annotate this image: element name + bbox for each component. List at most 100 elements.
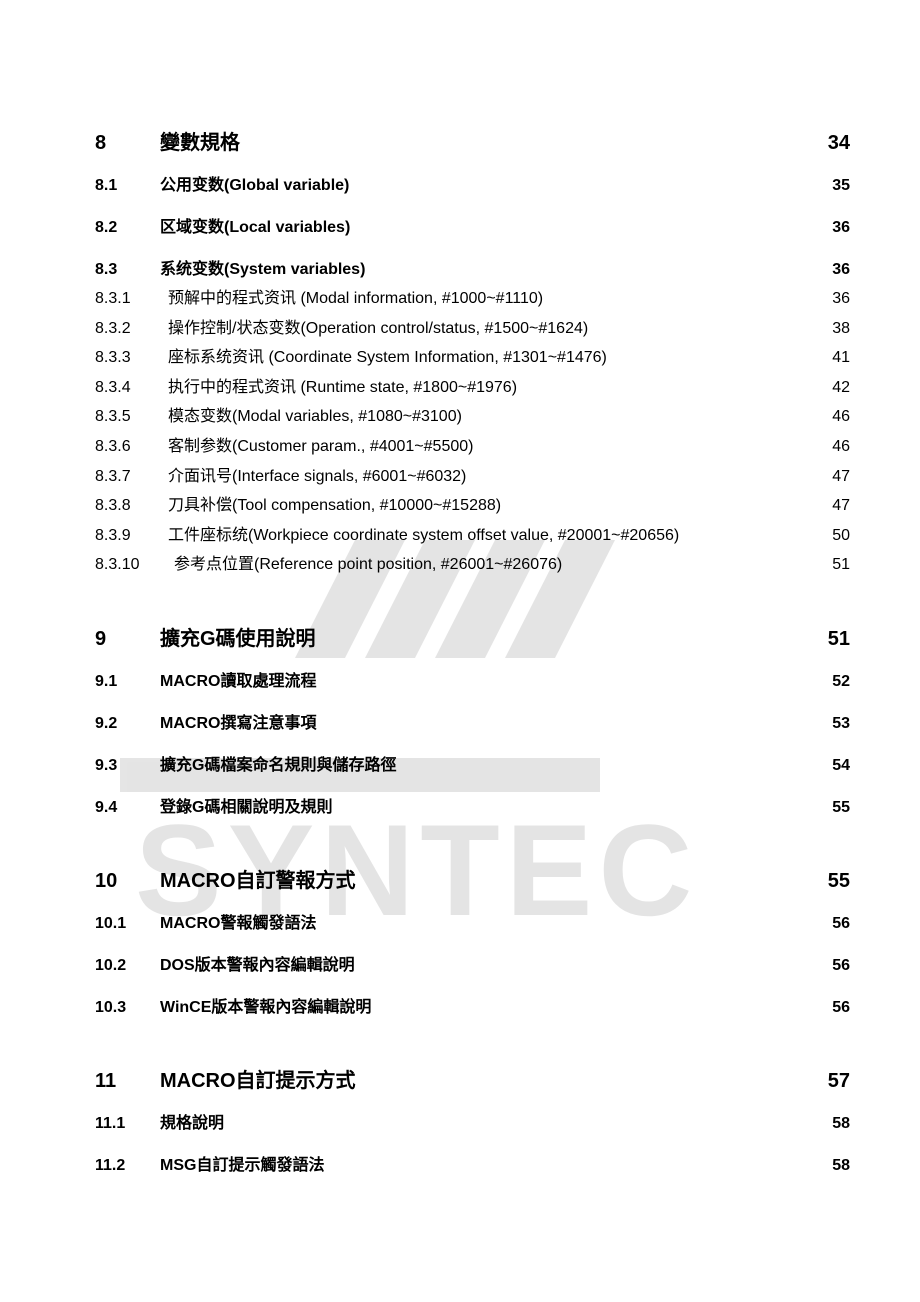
toc-entry[interactable]: 8.2区域变数(Local variables)36	[95, 216, 850, 240]
toc-entry-title: 介面讯号(Interface signals, #6001~#6032)	[160, 464, 805, 490]
toc-entry[interactable]: 9擴充G碼使用說明51	[95, 626, 850, 652]
toc-entry-title: 刀具补偿(Tool compensation, #10000~#15288)	[160, 493, 805, 519]
toc-entry-page: 42	[805, 375, 850, 401]
toc-entry-title: 预解中的程式资讯 (Modal information, #1000~#1110…	[160, 286, 805, 312]
toc-entry-title: 規格說明	[160, 1112, 805, 1136]
toc-entry-title: 操作控制/状态变数(Operation control/status, #150…	[160, 316, 805, 342]
toc-entry[interactable]: 8.3.8刀具补偿(Tool compensation, #10000~#152…	[95, 493, 850, 519]
toc-entry-page: 56	[805, 996, 850, 1020]
toc-entry-page: 47	[805, 464, 850, 490]
toc-entry-number: 11.2	[95, 1154, 160, 1178]
toc-entry-number: 8.3.5	[95, 404, 160, 430]
toc-entry[interactable]: 8.1公用变数(Global variable)35	[95, 174, 850, 198]
toc-entry[interactable]: 8.3.10参考点位置(Reference point position, #2…	[95, 552, 850, 578]
toc-entry-title: MACRO自訂提示方式	[160, 1068, 805, 1094]
toc-entry-page: 36	[805, 286, 850, 312]
toc-entry-number: 11	[95, 1068, 160, 1094]
toc-entry-number: 8.3.7	[95, 464, 160, 490]
toc-entry-number: 8.3.6	[95, 434, 160, 460]
toc-entry[interactable]: 9.3擴充G碼檔案命名規則與儲存路徑54	[95, 754, 850, 778]
toc-entry[interactable]: 8.3.1预解中的程式资讯 (Modal information, #1000~…	[95, 286, 850, 312]
toc-entry-page: 34	[805, 130, 850, 156]
toc-entry[interactable]: 9.4登錄G碼相關說明及規則55	[95, 796, 850, 820]
toc-entry-title: MSG自訂提示觸發語法	[160, 1154, 805, 1178]
toc-entry-page: 51	[805, 626, 850, 652]
toc-entry-number: 8.3.1	[95, 286, 160, 312]
toc-entry-page: 58	[805, 1112, 850, 1136]
toc-entry-page: 56	[805, 912, 850, 936]
toc-entry-title: 登錄G碼相關說明及規則	[160, 796, 805, 820]
toc-entry-title: WinCE版本警報內容編輯說明	[160, 996, 805, 1020]
toc-entry[interactable]: 8.3.3座标系统资讯 (Coordinate System Informati…	[95, 345, 850, 371]
toc-entry-number: 8.1	[95, 174, 160, 198]
toc-entry-title: MACRO讀取處理流程	[160, 670, 805, 694]
toc-entry-number: 9.3	[95, 754, 160, 778]
toc-entry-page: 50	[805, 523, 850, 549]
toc-entry[interactable]: 10.1MACRO警報觸發語法56	[95, 912, 850, 936]
toc-entry-page: 54	[805, 754, 850, 778]
toc-entry-number: 8.3.8	[95, 493, 160, 519]
toc-entry-title: 擴充G碼使用說明	[160, 626, 805, 652]
toc-entry-title: MACRO自訂警報方式	[160, 868, 805, 894]
toc-entry-number: 8.3.9	[95, 523, 160, 549]
toc-entry-number: 10	[95, 868, 160, 894]
toc-entry-number: 8.3.2	[95, 316, 160, 342]
toc-entry-number: 8.2	[95, 216, 160, 240]
toc-entry[interactable]: 9.2MACRO撰寫注意事項53	[95, 712, 850, 736]
toc-entry-page: 56	[805, 954, 850, 978]
toc-entry-number: 8.3.10	[95, 552, 160, 578]
toc-entry-page: 53	[805, 712, 850, 736]
toc-entry[interactable]: 10.3WinCE版本警報內容編輯說明56	[95, 996, 850, 1020]
toc-entry-number: 9.2	[95, 712, 160, 736]
toc-entry-title: MACRO撰寫注意事項	[160, 712, 805, 736]
toc-entry[interactable]: 8.3.9工件座标统(Workpiece coordinate system o…	[95, 523, 850, 549]
toc-entry[interactable]: 8.3.2操作控制/状态变数(Operation control/status,…	[95, 316, 850, 342]
toc-entry-title: MACRO警報觸發語法	[160, 912, 805, 936]
toc-entry-page: 38	[805, 316, 850, 342]
toc-entry[interactable]: 8.3.5模态变数(Modal variables, #1080~#3100)4…	[95, 404, 850, 430]
toc-entry-number: 9	[95, 626, 160, 652]
toc-entry-title: DOS版本警報內容編輯說明	[160, 954, 805, 978]
toc-entry-title: 工件座标统(Workpiece coordinate system offset…	[160, 523, 805, 549]
toc-entry-page: 41	[805, 345, 850, 371]
toc-entry[interactable]: 8變數規格34	[95, 130, 850, 156]
toc-entry-page: 46	[805, 404, 850, 430]
toc-entry-number: 8.3.3	[95, 345, 160, 371]
toc-entry-page: 51	[805, 552, 850, 578]
toc-entry-title: 模态变数(Modal variables, #1080~#3100)	[160, 404, 805, 430]
toc-entry-page: 36	[805, 258, 850, 282]
toc-entry-title: 参考点位置(Reference point position, #26001~#…	[160, 552, 805, 578]
toc-entry-number: 10.2	[95, 954, 160, 978]
toc-entry-title: 公用变数(Global variable)	[160, 174, 805, 198]
toc-entry[interactable]: 8.3.6客制参数(Customer param., #4001~#5500)4…	[95, 434, 850, 460]
toc-entry[interactable]: 11MACRO自訂提示方式57	[95, 1068, 850, 1094]
toc-entry-title: 變數規格	[160, 130, 805, 156]
toc-entry-title: 区域变数(Local variables)	[160, 216, 805, 240]
toc-entry[interactable]: 11.1規格說明58	[95, 1112, 850, 1136]
toc-entry-page: 35	[805, 174, 850, 198]
toc-entry-number: 10.1	[95, 912, 160, 936]
toc-entry-number: 9.1	[95, 670, 160, 694]
toc-entry[interactable]: 9.1MACRO讀取處理流程52	[95, 670, 850, 694]
toc-entry-number: 8	[95, 130, 160, 156]
toc-entry-number: 11.1	[95, 1112, 160, 1136]
toc-entry-page: 47	[805, 493, 850, 519]
toc-entry-number: 9.4	[95, 796, 160, 820]
toc-entry[interactable]: 8.3.4执行中的程式资讯 (Runtime state, #1800~#197…	[95, 375, 850, 401]
toc-entry-title: 座标系统资讯 (Coordinate System Information, #…	[160, 345, 805, 371]
toc-entry[interactable]: 10MACRO自訂警報方式55	[95, 868, 850, 894]
toc-entry-page: 55	[805, 796, 850, 820]
toc-entry-title: 系统变数(System variables)	[160, 258, 805, 282]
toc-entry[interactable]: 8.3系统变数(System variables)36	[95, 258, 850, 282]
toc-entry[interactable]: 8.3.7介面讯号(Interface signals, #6001~#6032…	[95, 464, 850, 490]
toc-entry-number: 8.3.4	[95, 375, 160, 401]
toc-entry[interactable]: 11.2MSG自訂提示觸發語法58	[95, 1154, 850, 1178]
toc-entry-number: 8.3	[95, 258, 160, 282]
toc-entry-page: 46	[805, 434, 850, 460]
toc-entry-number: 10.3	[95, 996, 160, 1020]
toc-entry-page: 52	[805, 670, 850, 694]
toc-entry-page: 58	[805, 1154, 850, 1178]
toc-entry[interactable]: 10.2DOS版本警報內容編輯說明56	[95, 954, 850, 978]
toc-entry-page: 55	[805, 868, 850, 894]
toc-entry-title: 客制参数(Customer param., #4001~#5500)	[160, 434, 805, 460]
